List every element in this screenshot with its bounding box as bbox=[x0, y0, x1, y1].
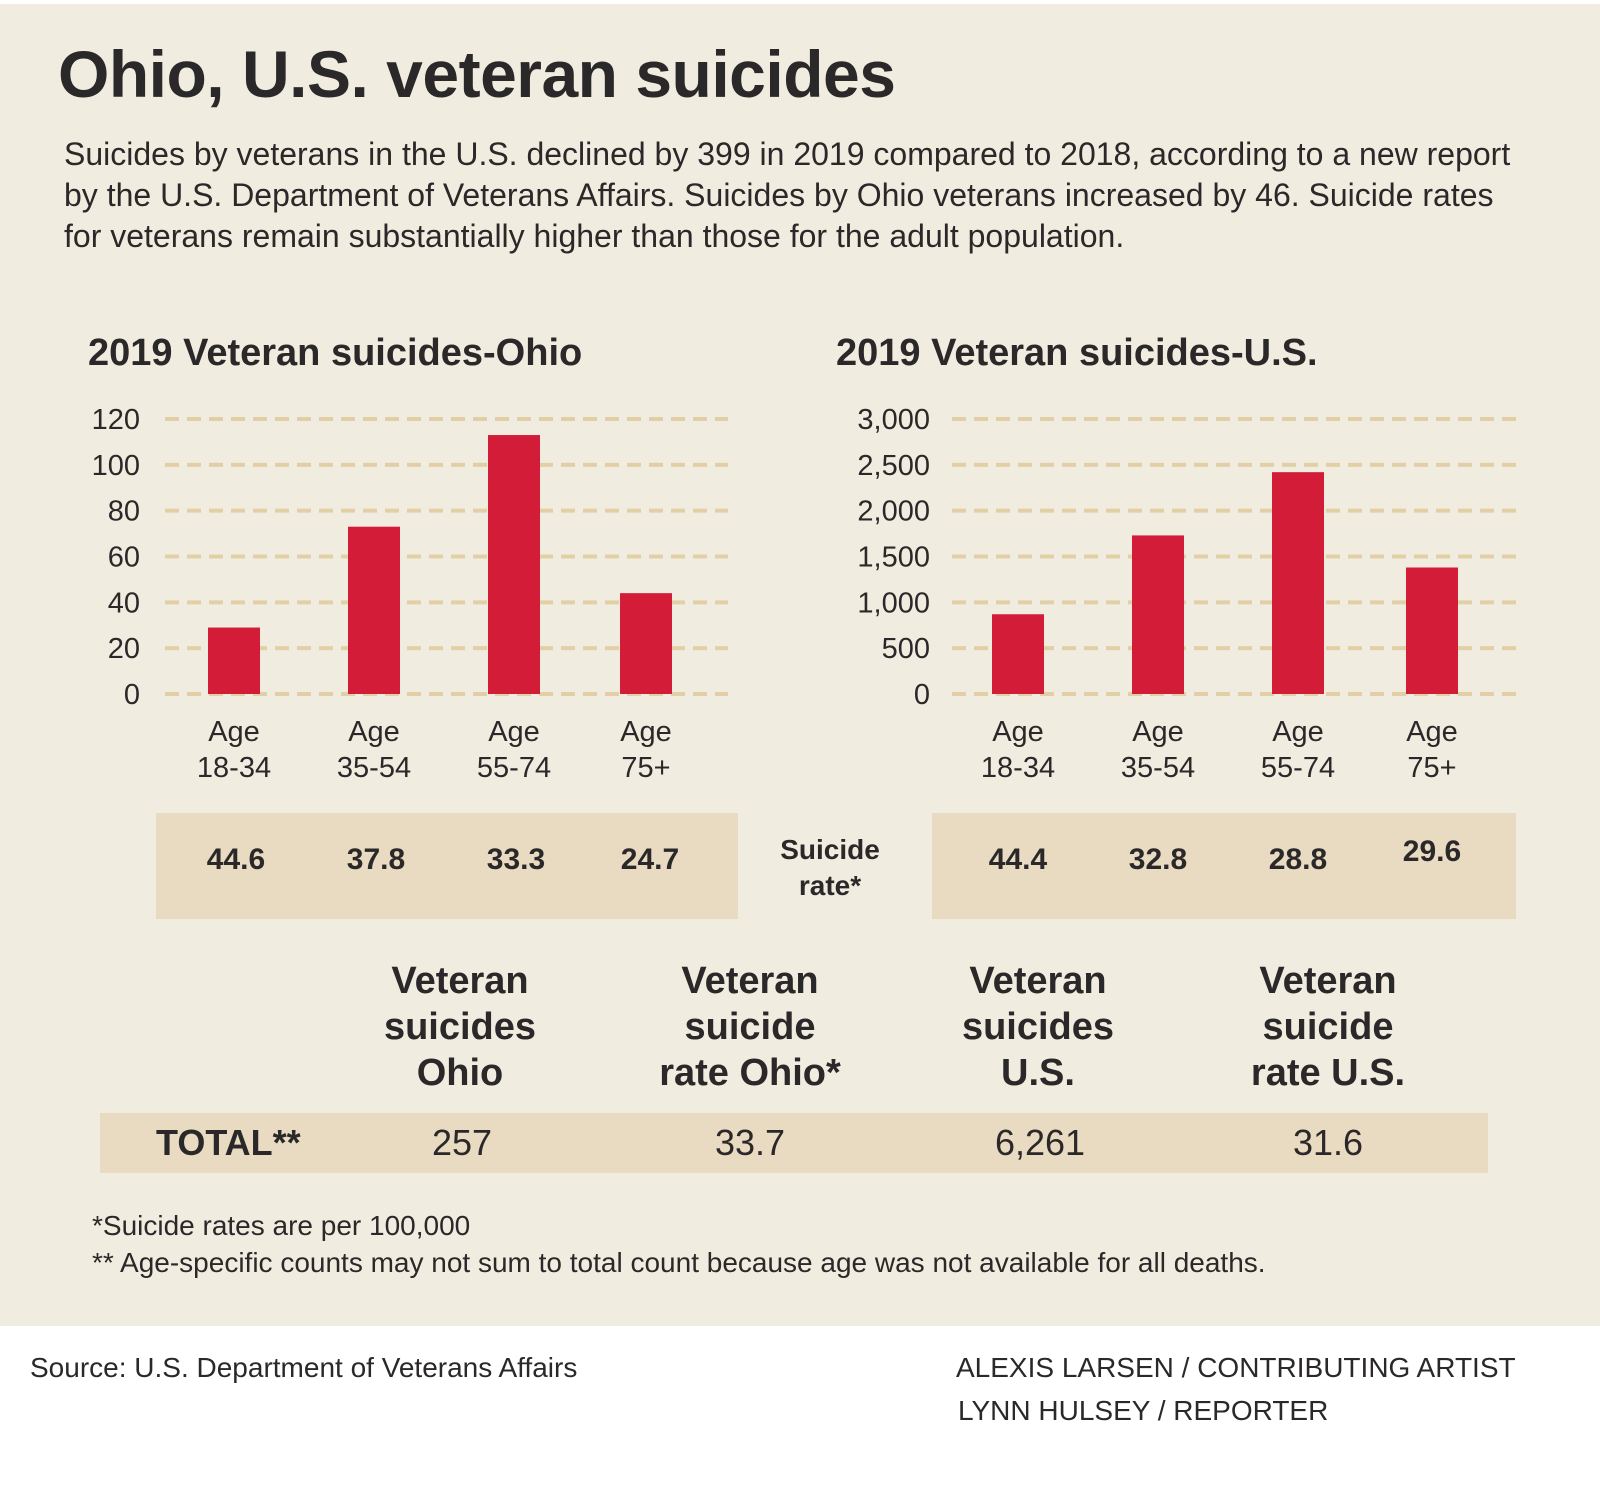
us-ytick-label: 500 bbox=[882, 633, 930, 665]
us-ytick-label: 0 bbox=[914, 679, 930, 711]
total-ohio-rate: 33.7 bbox=[714, 1122, 786, 1163]
ohio-xtick-label: Age bbox=[620, 716, 672, 748]
us-ytick-label: 1,500 bbox=[857, 542, 930, 574]
us-rate-18-34: 44.4 bbox=[988, 843, 1048, 876]
us-rate-55-74: 28.8 bbox=[1268, 843, 1328, 876]
us-xtick-label: 55-74 bbox=[1261, 752, 1335, 784]
ohio-xtick-label: 35-54 bbox=[337, 752, 411, 784]
us-ytick-label: 1,000 bbox=[857, 587, 930, 619]
us-chart-title: 2019 Veteran suicides-U.S. bbox=[836, 332, 1318, 374]
bar-charts: 0 20 40 60 80 100 120 Age 18-34 Age 35-54 Age 55-74 A… bbox=[92, 404, 1516, 784]
ohio-rate-55-74: 33.3 bbox=[486, 843, 546, 876]
us-ytick-label: 2,500 bbox=[857, 450, 930, 482]
ohio-rate-18-34: 44.6 bbox=[206, 843, 266, 876]
ohio-xtick-label: Age bbox=[208, 716, 260, 748]
total-us-rate: 31.6 bbox=[1292, 1122, 1364, 1163]
source-credit: Source: U.S. Department of Veterans Affa… bbox=[30, 1352, 578, 1383]
total-row-label: TOTAL** bbox=[156, 1122, 301, 1163]
suicide-rate-label: Suicide rate* bbox=[780, 834, 880, 901]
ohio-ytick-label: 100 bbox=[92, 450, 140, 482]
us-xtick-label: Age bbox=[992, 716, 1044, 748]
footnote-count: ** Age-specific counts may not sum to to… bbox=[92, 1247, 1266, 1278]
totals-row bbox=[100, 1113, 1488, 1173]
intro-text: Suicides by veterans in the U.S. decline… bbox=[64, 136, 1511, 254]
us-xtick-label: 35-54 bbox=[1121, 752, 1195, 784]
total-ohio-suicides: 257 bbox=[431, 1122, 493, 1163]
ohio-ytick-label: 120 bbox=[92, 404, 140, 436]
us-xtick-label: Age bbox=[1272, 716, 1324, 748]
us-xtick-label: 75+ bbox=[1407, 752, 1456, 784]
total-us-suicides: 6,261 bbox=[994, 1122, 1086, 1163]
infographic-panel bbox=[0, 4, 1600, 1326]
ohio-ytick-label: 40 bbox=[108, 587, 140, 619]
artist-credit: ALEXIS LARSEN / CONTRIBUTING ARTIST bbox=[956, 1352, 1516, 1383]
total-heading-us-suicides: Veteran suicides U.S. bbox=[961, 960, 1115, 1094]
total-heading-ohio-rate: Veteran suicide rate Ohio* bbox=[659, 960, 841, 1094]
total-heading-us-rate: Veteran suicide rate U.S. bbox=[1250, 960, 1406, 1094]
ohio-xtick-label: 75+ bbox=[621, 752, 670, 784]
us-ytick-label: 2,000 bbox=[857, 496, 930, 528]
ohio-ytick-label: 0 bbox=[124, 679, 140, 711]
us-bar bbox=[1272, 472, 1324, 694]
ohio-ytick-label: 80 bbox=[108, 496, 140, 528]
ohio-xtick-label: 55-74 bbox=[477, 752, 551, 784]
ohio-chart-title: 2019 Veteran suicides-Ohio bbox=[88, 332, 583, 374]
us-xtick-label: Age bbox=[1132, 716, 1184, 748]
ohio-xtick-label: 18-34 bbox=[197, 752, 271, 784]
ohio-xtick-label: Age bbox=[488, 716, 540, 748]
us-ytick-label: 3,000 bbox=[857, 404, 930, 436]
us-xtick-label: Age bbox=[1406, 716, 1458, 748]
ohio-bar bbox=[620, 593, 672, 694]
us-bar bbox=[1132, 535, 1184, 694]
us-bar bbox=[992, 614, 1044, 694]
ohio-rate-box: 44.6 37.8 33.3 24.7 bbox=[156, 813, 738, 919]
page-title: Ohio, U.S. veteran suicides bbox=[58, 37, 896, 111]
us-rate-35-54: 32.8 bbox=[1128, 843, 1188, 876]
ohio-rate-35-54: 37.8 bbox=[346, 843, 406, 876]
ohio-ytick-label: 60 bbox=[108, 542, 140, 574]
reporter-credit: LYNN HULSEY / REPORTER bbox=[958, 1395, 1329, 1426]
ohio-bar bbox=[348, 526, 400, 694]
footnote-rate: *Suicide rates are per 100,000 bbox=[92, 1210, 471, 1241]
ohio-rate-75-plus: 24.7 bbox=[620, 843, 680, 876]
ohio-bar bbox=[208, 627, 260, 694]
us-rate-75-plus: 29.6 bbox=[1402, 835, 1462, 868]
ohio-ytick-label: 20 bbox=[108, 633, 140, 665]
total-heading-ohio-suicides: Veteran suicides Ohio bbox=[383, 960, 537, 1094]
us-xtick-label: 18-34 bbox=[981, 752, 1055, 784]
us-bar bbox=[1406, 567, 1458, 694]
ohio-bar bbox=[488, 435, 540, 694]
us-rate-box: 44.4 32.8 28.8 29.6 bbox=[932, 813, 1516, 919]
ohio-xtick-label: Age bbox=[348, 716, 400, 748]
